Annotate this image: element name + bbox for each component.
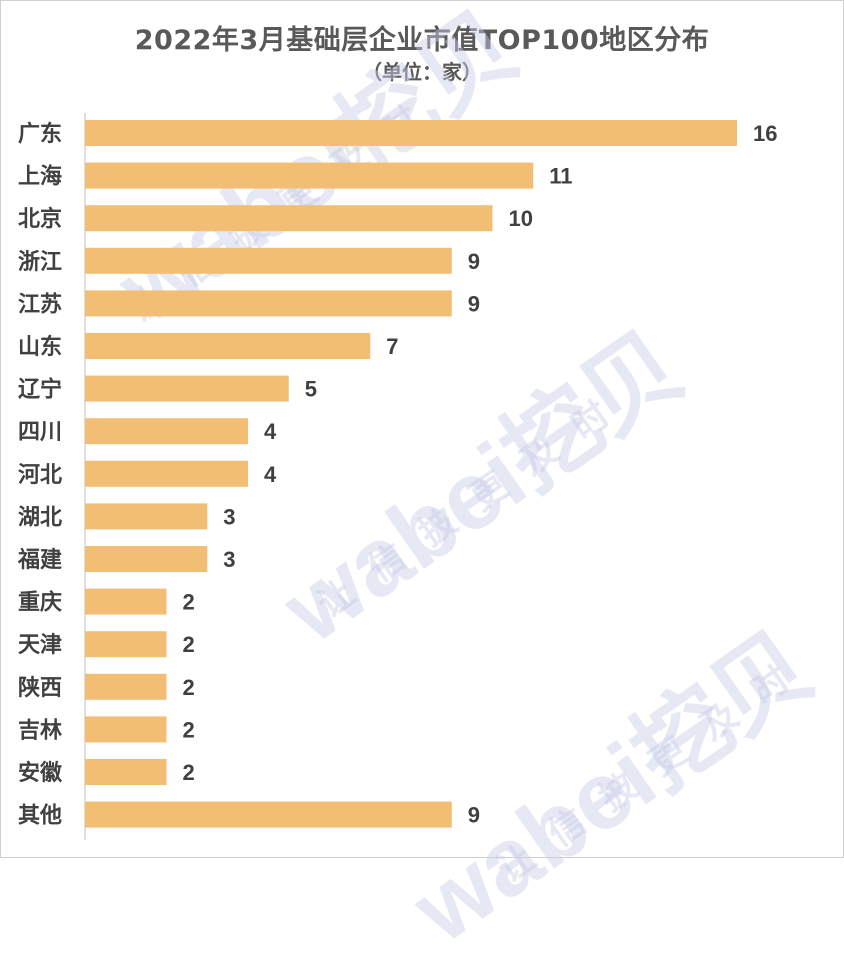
- data-label: 3: [223, 504, 235, 529]
- category-label: 安徽: [18, 760, 63, 786]
- data-label: 2: [183, 632, 195, 657]
- data-label: 3: [223, 547, 235, 572]
- data-label: 4: [264, 462, 277, 487]
- category-label: 四川: [18, 420, 62, 445]
- bar: [85, 290, 452, 317]
- data-label: 9: [468, 291, 480, 316]
- category-label: 辽宁: [18, 377, 62, 403]
- bar: [85, 801, 452, 828]
- category-label: 湖北: [18, 505, 62, 530]
- bar: [85, 205, 493, 232]
- bar: [85, 418, 248, 445]
- bar: [85, 546, 208, 572]
- data-label: 7: [386, 334, 398, 359]
- data-label: 16: [753, 121, 777, 146]
- category-label: 福建: [17, 548, 62, 573]
- data-label: 11: [549, 164, 572, 189]
- bar-chart: 广东 16 上海 11 北京 10 浙江 9 江苏 9 山东 7 辽宁 5 四川 4 河北 4 湖北 3 福建 3 重庆 2 天…: [17, 113, 777, 841]
- category-label: 江苏: [18, 291, 62, 317]
- data-label: 2: [183, 675, 195, 700]
- data-label: 2: [183, 717, 195, 742]
- category-label: 吉林: [18, 717, 62, 743]
- bar: [85, 759, 167, 785]
- data-label: 10: [509, 206, 533, 231]
- bar: [85, 716, 167, 743]
- chart-subtitle: （单位：家）: [362, 60, 482, 84]
- bar: [85, 631, 167, 658]
- category-label: 河北: [18, 463, 62, 488]
- bar: [85, 503, 208, 530]
- bar: [85, 375, 289, 402]
- category-label: 其他: [18, 804, 62, 829]
- category-label: 广东: [18, 121, 62, 147]
- bar: [85, 120, 737, 146]
- data-label: 4: [264, 419, 277, 444]
- category-label: 浙江: [18, 250, 62, 275]
- data-label: 2: [183, 590, 195, 615]
- data-label: 9: [468, 803, 480, 828]
- data-label: 2: [183, 760, 195, 785]
- data-label: 5: [305, 377, 317, 402]
- chart-title: 2022年3月基础层企业市值TOP100地区分布: [134, 25, 710, 56]
- data-label: 9: [468, 249, 480, 274]
- bar: [85, 162, 534, 189]
- bar: [85, 588, 167, 615]
- bar: [85, 460, 248, 487]
- category-label: 山东: [18, 334, 62, 360]
- category-label: 上海: [18, 164, 62, 190]
- category-label: 天津: [18, 632, 62, 658]
- category-label: 北京: [18, 206, 62, 232]
- bar: [85, 333, 371, 359]
- category-label: 陕西: [18, 676, 62, 701]
- category-label: 重庆: [18, 590, 62, 616]
- bar: [85, 673, 167, 700]
- bar: [85, 247, 452, 274]
